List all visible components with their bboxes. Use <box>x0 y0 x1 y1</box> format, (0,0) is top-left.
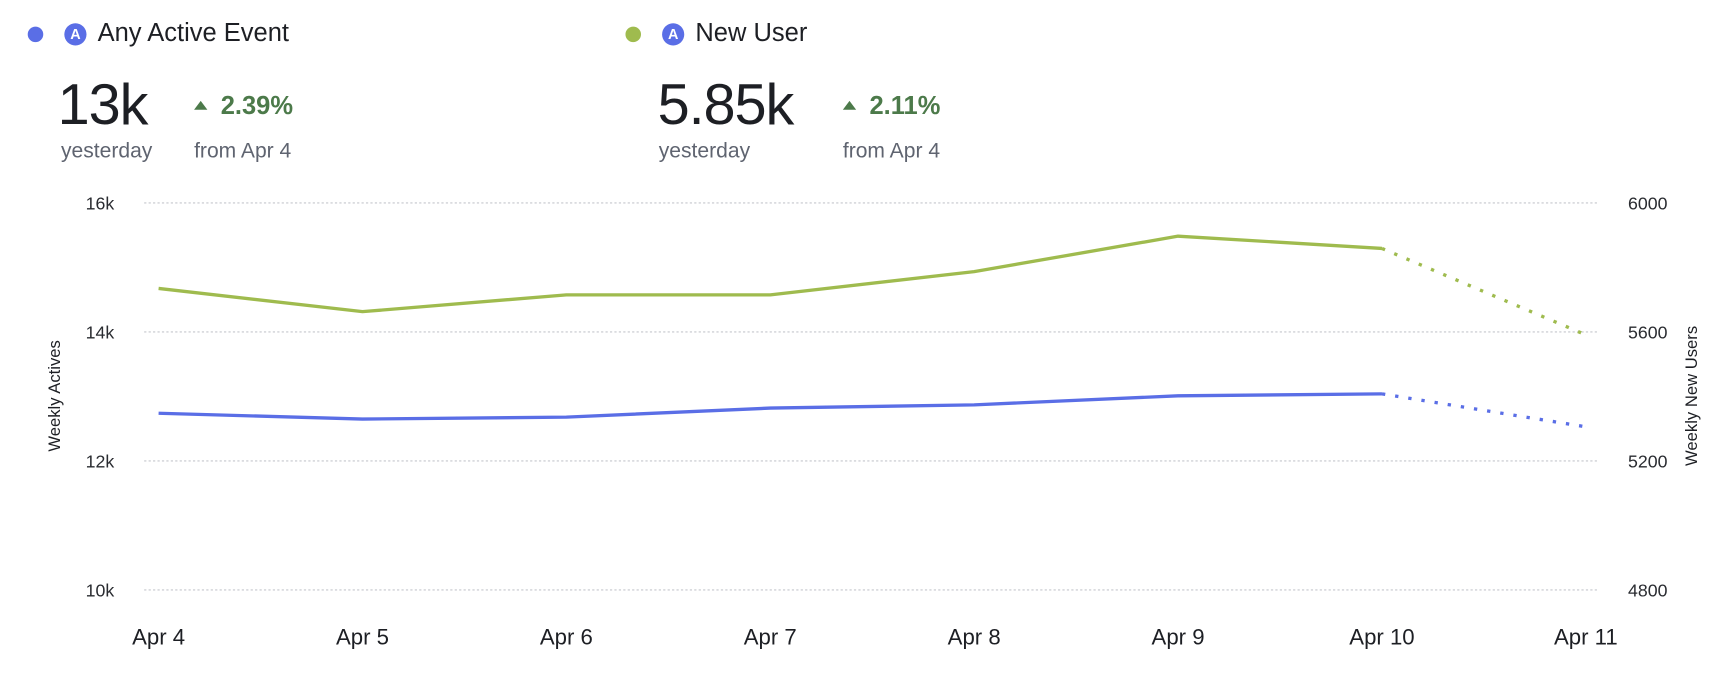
delta-value: 2.11% <box>869 90 941 120</box>
amplitude-logo-icon: A <box>64 23 87 46</box>
metric-caption: yesterday <box>658 139 751 164</box>
incomplete-segment <box>1381 246 1587 337</box>
y-axis-title: Weekly Actives <box>45 340 64 452</box>
metric-value: 13k <box>57 73 149 138</box>
y2-tick-label: 4800 <box>1628 581 1668 601</box>
y-tick-label: 16k <box>86 194 115 214</box>
x-tick-label: Apr 11 <box>1554 624 1618 649</box>
metric-value: 5.85k <box>657 73 795 138</box>
y-tick-label: 14k <box>86 323 115 343</box>
legend-label-any-active-event[interactable]: Any Active Event <box>97 17 289 47</box>
x-tick-label: Apr 7 <box>744 624 797 649</box>
metric-delta: 2.11% <box>842 90 941 121</box>
amplitude-logo-icon: A <box>662 23 685 46</box>
x-tick-label: Apr 5 <box>336 624 389 649</box>
x-tick-label: Apr 8 <box>948 624 1001 649</box>
incomplete-segment <box>1381 392 1587 429</box>
series-line-any-active-event <box>158 392 1382 421</box>
legend-label-new-user[interactable]: New User <box>695 17 808 47</box>
y2-axis-title: Weekly New Users <box>1682 326 1701 466</box>
metric-caption: yesterday <box>60 139 153 164</box>
x-tick-label: Apr 9 <box>1152 624 1205 649</box>
y2-tick-label: 5200 <box>1628 452 1668 472</box>
metric-delta: 2.39% <box>194 91 293 121</box>
x-tick-label: Apr 6 <box>540 624 593 649</box>
y-tick-label: 10k <box>86 581 115 601</box>
y-tick-label: 12k <box>86 452 115 472</box>
x-tick-label: Apr 4 <box>132 624 185 649</box>
y2-tick-label: 5600 <box>1628 323 1668 343</box>
delta-value: 2.39% <box>220 90 294 120</box>
delta-caption: from Apr 4 <box>194 139 292 164</box>
series-color-dot <box>625 26 642 43</box>
up-triangle-icon <box>842 100 857 110</box>
series-color-dot <box>27 26 44 43</box>
up-triangle-icon <box>194 100 208 110</box>
delta-caption: from Apr 4 <box>842 139 941 164</box>
y2-tick-label: 6000 <box>1628 194 1668 214</box>
series-line-new-user <box>158 234 1383 314</box>
x-tick-label: Apr 10 <box>1349 624 1414 649</box>
